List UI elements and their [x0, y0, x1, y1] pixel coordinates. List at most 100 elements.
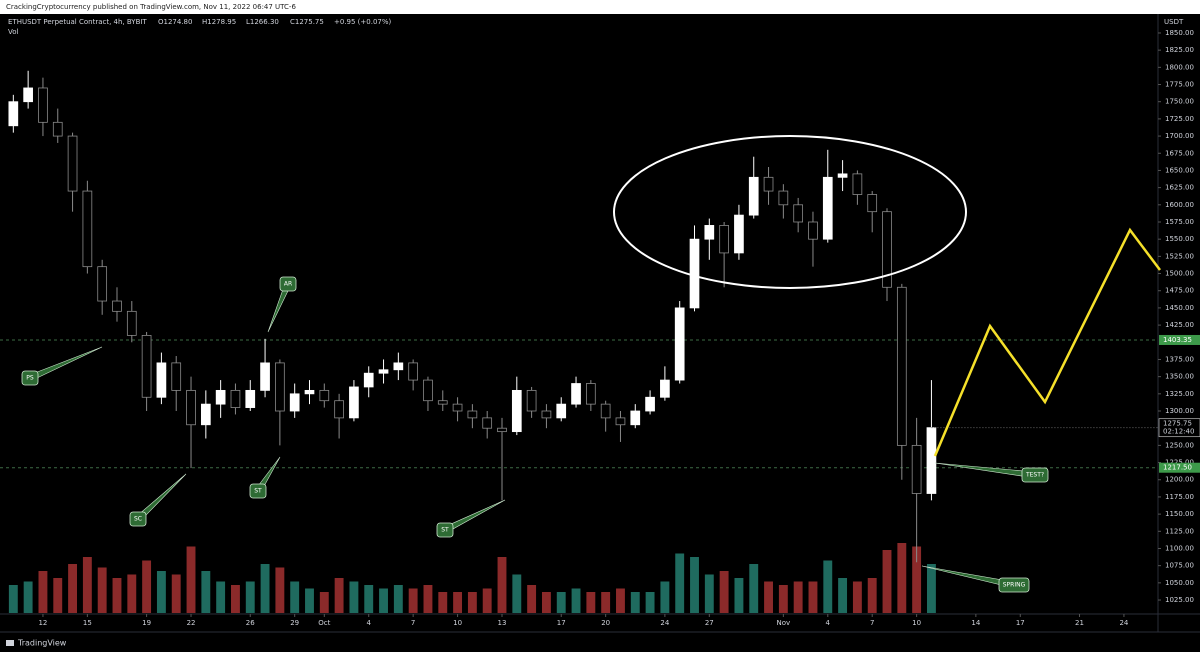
volume-bar — [127, 574, 137, 613]
y-tick-label: 1175.00 — [1165, 493, 1194, 501]
footer-logo: TradingView — [6, 639, 67, 648]
candle-body — [378, 369, 389, 374]
candle-body — [689, 238, 700, 309]
x-tick-label: 20 — [601, 619, 610, 627]
volume-bar — [53, 578, 63, 613]
callout-box — [249, 483, 267, 499]
volume-bar — [423, 585, 433, 613]
x-tick-label: 27 — [705, 619, 714, 627]
candle-body — [67, 135, 78, 192]
ohlc-value: C1275.75 — [290, 18, 324, 26]
candle-body — [926, 427, 937, 494]
volume-bar — [364, 585, 374, 613]
x-tick-label: 7 — [870, 619, 874, 627]
x-tick-label: 13 — [498, 619, 507, 627]
volume-bar — [497, 557, 507, 613]
x-tick-label: 17 — [1016, 619, 1025, 627]
candle-body — [704, 225, 715, 240]
candle-body — [896, 286, 907, 446]
y-tick-label: 1700.00 — [1165, 132, 1194, 140]
x-tick-label: 15 — [83, 619, 92, 627]
y-tick-label: 1675.00 — [1165, 149, 1194, 157]
candle-body — [793, 204, 804, 223]
volume-bar — [527, 585, 537, 613]
candle-body — [837, 173, 848, 178]
volume-bar — [393, 585, 403, 613]
candle-body — [911, 444, 922, 494]
y-tick-label: 1775.00 — [1165, 81, 1194, 89]
volume-bar — [882, 550, 892, 613]
level-label: 1217.50 — [1163, 464, 1192, 472]
candle-body — [304, 389, 315, 395]
candle-body — [630, 410, 641, 426]
y-tick-label: 1325.00 — [1165, 390, 1194, 398]
volume-bar — [82, 557, 92, 613]
y-tick-label: 1500.00 — [1165, 270, 1194, 278]
candle-body — [556, 403, 567, 419]
callout-label: TEST? — [1025, 472, 1044, 479]
callout-label: ST — [441, 527, 449, 534]
x-tick-label: 12 — [38, 619, 47, 627]
volume-bar — [734, 578, 744, 613]
y-tick-label: 1750.00 — [1165, 98, 1194, 106]
y-tick-label: 1025.00 — [1165, 596, 1194, 604]
x-tick-label: Nov — [777, 619, 791, 627]
x-tick-label: 10 — [912, 619, 921, 627]
candle-body — [778, 190, 789, 206]
volume-bar — [156, 571, 166, 613]
callout-label: PS — [26, 375, 34, 382]
candle-body — [334, 400, 344, 419]
candle-body — [526, 389, 537, 412]
candle-body — [230, 389, 241, 408]
publisher-line: CrackingCryptocurrency published on Trad… — [6, 3, 296, 11]
y-tick-label: 1600.00 — [1165, 201, 1194, 209]
candle-body — [586, 383, 596, 405]
volume-bar — [231, 585, 240, 613]
volume-bar — [823, 560, 833, 613]
volume-bar — [867, 578, 877, 613]
callout-box — [129, 511, 147, 527]
volume-bar — [764, 581, 773, 613]
x-tick-label: 10 — [453, 619, 462, 627]
y-tick-label: 1625.00 — [1165, 184, 1194, 192]
candle-body — [112, 300, 122, 312]
level-tag — [1159, 334, 1200, 345]
callout-box — [1021, 467, 1049, 483]
candle-body — [97, 266, 108, 302]
y-tick-label: 1575.00 — [1165, 218, 1194, 226]
volume-bar — [349, 581, 359, 613]
candle-body — [349, 386, 359, 419]
candle-body — [8, 101, 19, 127]
callout-label: SC — [134, 516, 142, 523]
x-tick-label: 24 — [660, 619, 669, 627]
candle-body — [615, 417, 626, 426]
y-tick-label: 1375.00 — [1165, 355, 1194, 363]
footer-text: TradingView — [17, 639, 67, 648]
candle-body — [437, 400, 448, 405]
last-price-tag — [1158, 418, 1200, 438]
candle-body — [82, 190, 93, 268]
candle-body — [23, 87, 33, 103]
candle-body — [674, 307, 685, 381]
candle-body — [482, 417, 493, 429]
y-tick-label: 1100.00 — [1165, 544, 1194, 552]
volume-bar — [660, 581, 670, 613]
x-tick-label: 4 — [826, 619, 831, 627]
countdown: 02:12:40 — [1163, 428, 1194, 436]
candle-body — [423, 379, 433, 402]
candle-body — [289, 393, 300, 412]
candle-body — [126, 310, 137, 336]
candle-body — [141, 335, 152, 398]
volume-bar — [334, 578, 344, 613]
volume-bar — [245, 581, 255, 613]
volume-bar — [601, 592, 611, 613]
callout-label: AR — [284, 281, 292, 288]
candle-body — [822, 176, 833, 240]
volume-bar — [438, 592, 448, 613]
volume-bar — [912, 546, 922, 613]
ohlc-value: +0.95 (+0.07%) — [334, 18, 392, 26]
ohlc-value: O1274.80 — [158, 18, 192, 26]
volume-bar — [793, 581, 803, 613]
candle-body — [719, 225, 729, 254]
